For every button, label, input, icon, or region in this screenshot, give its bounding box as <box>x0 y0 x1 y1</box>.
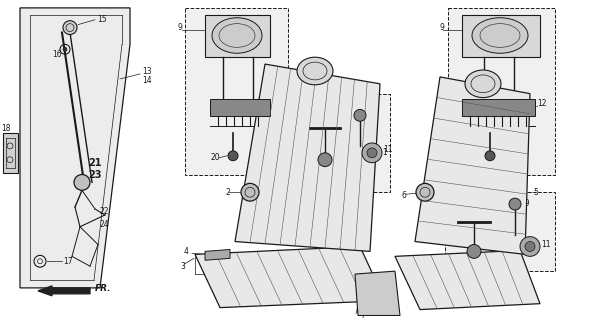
Polygon shape <box>448 8 555 175</box>
Polygon shape <box>295 94 390 192</box>
Text: 7: 7 <box>360 311 365 320</box>
Ellipse shape <box>472 18 528 53</box>
Polygon shape <box>195 246 385 308</box>
Text: 11: 11 <box>383 145 392 154</box>
Text: 21: 21 <box>88 158 102 168</box>
Text: 3: 3 <box>180 262 185 271</box>
FancyArrow shape <box>38 286 90 296</box>
Text: 15: 15 <box>97 15 106 24</box>
Polygon shape <box>235 64 380 252</box>
Polygon shape <box>462 15 540 57</box>
Text: 10: 10 <box>298 116 308 125</box>
Text: 9: 9 <box>177 23 182 32</box>
Text: 5: 5 <box>533 188 538 197</box>
Text: 22: 22 <box>100 207 109 216</box>
Ellipse shape <box>241 183 259 201</box>
Ellipse shape <box>467 244 481 258</box>
Text: 13: 13 <box>142 68 152 76</box>
Text: 24: 24 <box>100 220 109 229</box>
Polygon shape <box>445 192 555 271</box>
Text: 11: 11 <box>541 240 550 249</box>
Text: 2: 2 <box>225 188 230 197</box>
Text: 19: 19 <box>520 199 530 208</box>
Ellipse shape <box>362 143 382 163</box>
Polygon shape <box>395 251 540 309</box>
Text: 12: 12 <box>273 106 282 115</box>
Text: 17: 17 <box>63 257 73 266</box>
Polygon shape <box>185 8 288 175</box>
Text: 16: 16 <box>52 50 61 59</box>
Polygon shape <box>355 271 400 316</box>
Text: 20: 20 <box>496 153 506 162</box>
Ellipse shape <box>212 18 262 53</box>
Polygon shape <box>20 8 130 288</box>
Polygon shape <box>462 99 535 116</box>
Ellipse shape <box>318 153 332 167</box>
Polygon shape <box>415 77 530 254</box>
Text: 10: 10 <box>448 211 457 220</box>
Polygon shape <box>205 250 230 260</box>
Text: 19: 19 <box>365 109 375 118</box>
Ellipse shape <box>465 70 501 98</box>
Text: 6: 6 <box>401 191 406 200</box>
Text: 9: 9 <box>439 23 444 32</box>
Polygon shape <box>210 99 270 116</box>
Text: 4: 4 <box>183 247 188 256</box>
Ellipse shape <box>297 57 333 85</box>
Ellipse shape <box>509 198 521 210</box>
Text: 20: 20 <box>210 153 220 162</box>
Ellipse shape <box>74 174 90 190</box>
Ellipse shape <box>416 183 434 201</box>
Ellipse shape <box>367 148 377 158</box>
Text: FR.: FR. <box>95 284 112 293</box>
Polygon shape <box>3 133 18 172</box>
Ellipse shape <box>63 47 67 51</box>
Text: 8: 8 <box>360 299 365 308</box>
Polygon shape <box>205 15 270 57</box>
Ellipse shape <box>228 151 238 161</box>
Text: 1: 1 <box>382 148 387 157</box>
Ellipse shape <box>485 151 495 161</box>
Text: 23: 23 <box>88 171 102 180</box>
Text: 18: 18 <box>1 124 11 133</box>
Ellipse shape <box>63 21 77 35</box>
Ellipse shape <box>520 236 540 256</box>
Ellipse shape <box>354 109 366 121</box>
Ellipse shape <box>525 242 535 252</box>
Text: 12: 12 <box>537 99 547 108</box>
Text: 14: 14 <box>142 76 152 85</box>
